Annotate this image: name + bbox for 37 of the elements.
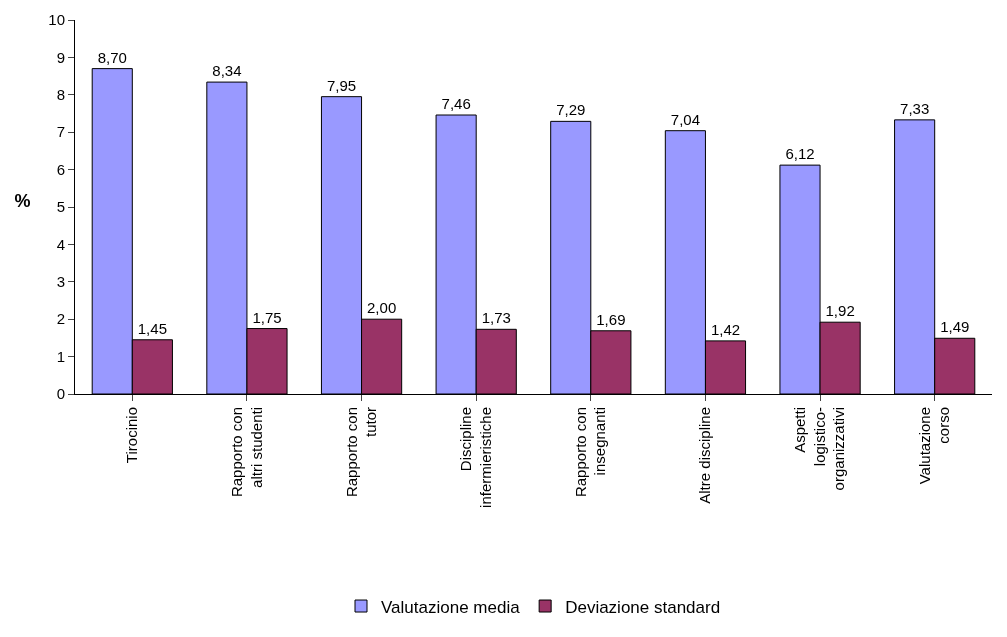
data-label: 1,92 (825, 302, 855, 320)
y-tick-label: 3 (56, 273, 65, 291)
data-label: 2,00 (367, 299, 397, 317)
y-tick-label: 0 (56, 385, 65, 403)
x-tick-label: Valutazione corso (915, 407, 953, 485)
data-label: 7,29 (556, 101, 586, 119)
x-tick-label: Rapporto con altri studenti (228, 407, 265, 498)
x-tick-label: Aspetti logistico-organizzativi (791, 407, 848, 491)
y-tick-label: 5 (56, 198, 65, 216)
y-axis-title: % (14, 191, 31, 211)
y-tick-label: 1 (56, 347, 65, 365)
data-label: 1,42 (710, 320, 741, 338)
data-label: 1,69 (596, 310, 626, 328)
data-label: 1,45 (137, 319, 167, 337)
y-tick-label: 9 (56, 48, 65, 66)
data-label: 6,12 (785, 145, 815, 163)
data-label: 1,75 (252, 308, 282, 326)
y-tick-label: 6 (56, 160, 65, 178)
data-label: 8,70 (97, 48, 127, 66)
y-tick-label: 4 (56, 235, 65, 253)
data-label: 7,46 (441, 95, 471, 112)
y-tick-label: 10 (48, 11, 65, 29)
legend-label: Valutazione media (381, 597, 521, 617)
x-tick-label: Altre discipline (696, 407, 714, 504)
data-label: 7,33 (900, 99, 930, 117)
y-tick-label: 8 (56, 86, 65, 104)
y-tick-label: 7 (56, 123, 65, 141)
data-label: 8,34 (212, 62, 242, 80)
y-tick-label: 2 (56, 310, 65, 328)
data-label: 7,95 (326, 76, 357, 94)
x-tick-label: Tirocinio (123, 407, 141, 464)
x-tick-label: Rapporto con tutor (342, 407, 380, 498)
data-label: 1,49 (940, 318, 970, 336)
data-label: 1,73 (481, 309, 511, 327)
data-label: 7,04 (670, 110, 700, 128)
x-tick-label: Rapporto con insegnanti (571, 407, 609, 498)
legend-label: Deviazione standard (565, 597, 721, 617)
